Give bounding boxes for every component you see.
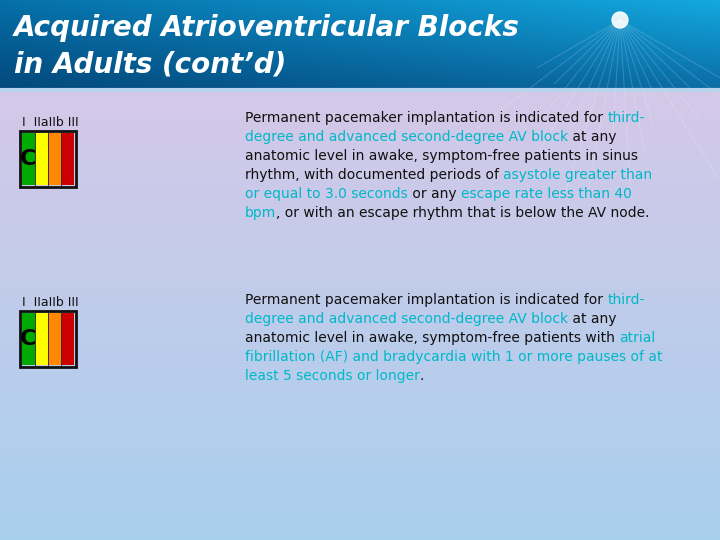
- Bar: [35, 133, 48, 185]
- Bar: [20, 131, 76, 187]
- Text: degree and advanced second-degree AV block: degree and advanced second-degree AV blo…: [245, 312, 568, 326]
- Text: Acquired Atrioventricular Blocks: Acquired Atrioventricular Blocks: [14, 14, 520, 42]
- Bar: [35, 313, 48, 365]
- Text: .: .: [420, 369, 424, 383]
- Text: or any: or any: [408, 187, 461, 201]
- Text: bpm: bpm: [245, 206, 276, 220]
- Text: I  IIaIIb III: I IIaIIb III: [22, 116, 78, 129]
- Bar: [22, 133, 35, 185]
- Text: fibrillation (AF) and bradycardia with 1 or more pauses of at: fibrillation (AF) and bradycardia with 1…: [245, 350, 662, 364]
- Text: degree and advanced second-degree AV block: degree and advanced second-degree AV blo…: [245, 130, 568, 144]
- Text: C: C: [20, 149, 37, 169]
- Text: at any: at any: [568, 130, 616, 144]
- Text: least 5 seconds or longer: least 5 seconds or longer: [245, 369, 420, 383]
- Text: atrial: atrial: [619, 331, 655, 345]
- Text: at any: at any: [568, 312, 616, 326]
- Text: C: C: [20, 329, 37, 349]
- Text: rhythm, with documented periods of: rhythm, with documented periods of: [245, 168, 503, 182]
- Text: Permanent pacemaker implantation is indicated for: Permanent pacemaker implantation is indi…: [245, 111, 608, 125]
- Bar: [20, 311, 76, 367]
- Bar: [48, 313, 61, 365]
- Bar: [61, 133, 74, 185]
- Text: escape rate less than 40: escape rate less than 40: [461, 187, 631, 201]
- Circle shape: [612, 12, 628, 28]
- Bar: [22, 313, 35, 365]
- Text: third-: third-: [608, 293, 644, 307]
- Text: third-: third-: [608, 111, 644, 125]
- Text: asystole greater than: asystole greater than: [503, 168, 652, 182]
- Text: I  IIaIIb III: I IIaIIb III: [22, 296, 78, 309]
- Bar: [61, 313, 74, 365]
- Text: in Adults (cont’d): in Adults (cont’d): [14, 51, 287, 79]
- Text: or equal to 3.0 seconds: or equal to 3.0 seconds: [245, 187, 408, 201]
- Text: , or with an escape rhythm that is below the AV node.: , or with an escape rhythm that is below…: [276, 206, 649, 220]
- Text: Permanent pacemaker implantation is indicated for: Permanent pacemaker implantation is indi…: [245, 293, 608, 307]
- Text: anatomic level in awake, symptom-free patients with: anatomic level in awake, symptom-free pa…: [245, 331, 619, 345]
- Bar: [48, 133, 61, 185]
- Text: anatomic level in awake, symptom-free patients in sinus: anatomic level in awake, symptom-free pa…: [245, 149, 638, 163]
